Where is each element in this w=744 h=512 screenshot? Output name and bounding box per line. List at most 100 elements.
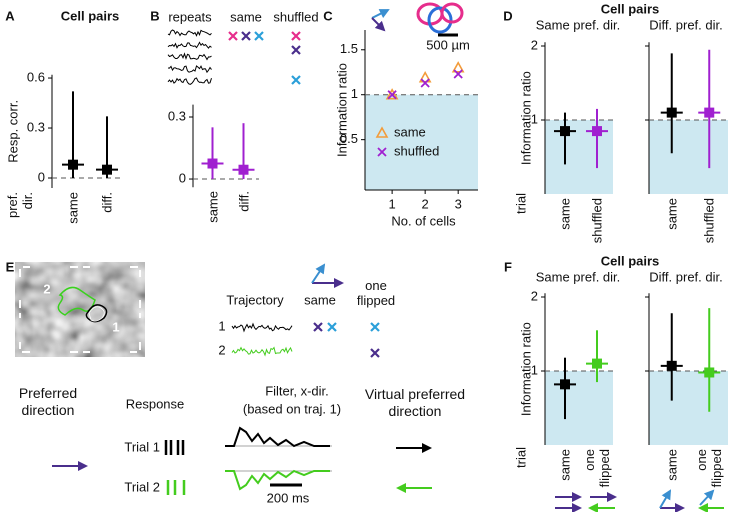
trace xyxy=(167,77,212,85)
x-tick-label: diff. xyxy=(236,191,251,213)
panel-label: D xyxy=(503,8,512,23)
x-tick-label: same xyxy=(205,191,220,224)
y-tick-label: 1 xyxy=(351,86,358,101)
group-title: Cell pairs xyxy=(601,253,660,268)
point xyxy=(451,61,465,73)
x-tick-label: one flipped xyxy=(582,449,612,488)
shade xyxy=(649,371,728,445)
x-tick-label: diff. xyxy=(99,192,115,213)
legend-marker xyxy=(377,147,387,157)
median-marker xyxy=(68,159,78,170)
condition-icons xyxy=(555,489,724,512)
legend-label: same xyxy=(230,9,262,24)
chart-title: Same pref. dir. xyxy=(536,17,621,32)
direction-arrows xyxy=(52,443,432,493)
trial-label: Trial 1 xyxy=(124,439,160,454)
trace xyxy=(167,41,212,49)
shade xyxy=(545,371,613,445)
panel-label: A xyxy=(5,8,15,23)
legend-label: repeats xyxy=(168,9,212,24)
y-tick-label: 0 xyxy=(38,169,45,184)
cross-marker xyxy=(241,31,251,41)
median-marker xyxy=(102,164,112,175)
chart-title: Cell pairs xyxy=(61,8,120,23)
median-marker xyxy=(238,164,249,175)
chart-title: Diff. pref. dir. xyxy=(649,17,722,32)
trace xyxy=(167,52,212,61)
median-marker xyxy=(207,158,218,169)
scale-label: 200 ms xyxy=(267,490,310,505)
row-label: trial xyxy=(513,447,529,468)
trace xyxy=(231,322,293,333)
column-label: Trajectory xyxy=(226,292,284,307)
column-label: one flipped xyxy=(356,278,396,308)
stimulus-image xyxy=(15,262,145,357)
panel-label: C xyxy=(323,8,333,23)
x-tick-label: same xyxy=(557,449,573,481)
point xyxy=(420,78,430,88)
y-tick-label: 2 xyxy=(531,288,538,303)
y-tick-label: 0.3 xyxy=(27,119,45,134)
heading: Virtual preferred direction xyxy=(364,386,466,419)
point xyxy=(385,88,399,100)
y-axis-label: Resp. corr. xyxy=(5,100,20,163)
y-tick-label: 0.3 xyxy=(168,108,186,123)
median-marker xyxy=(560,379,570,390)
x-axis-label: No. of cells xyxy=(391,213,456,228)
y-axis-label: Information ratio xyxy=(518,322,533,416)
shade xyxy=(649,120,728,194)
panel-label: E xyxy=(6,259,15,274)
x-tick-label: same xyxy=(65,192,81,224)
cross-marker xyxy=(327,322,337,332)
cross-marker xyxy=(291,45,301,55)
cross-marker xyxy=(370,348,380,358)
response-bars xyxy=(164,440,186,495)
scale-label: 500 µm xyxy=(426,37,470,52)
x-tick-label: same xyxy=(557,198,573,230)
median-marker xyxy=(592,358,602,369)
heading: Filter, x-dir. xyxy=(265,383,329,398)
heading-note: (based on traj. 1) xyxy=(243,401,341,416)
legend-label: same xyxy=(394,124,426,139)
legend-label: shuffled xyxy=(273,9,318,24)
x-tick-label: 1 xyxy=(389,196,396,211)
chart-title: Same pref. dir. xyxy=(536,269,621,284)
panel-label: B xyxy=(150,8,159,23)
x-tick-label: same xyxy=(664,198,680,230)
row-label: 2 xyxy=(218,342,225,357)
point xyxy=(418,70,432,83)
trace xyxy=(231,346,293,357)
legend-marker xyxy=(375,126,389,138)
cross-marker xyxy=(370,322,380,332)
direction-icon xyxy=(311,263,344,288)
image-label: 2 xyxy=(43,281,50,296)
column-label: same xyxy=(304,292,336,307)
y-tick-label: 0 xyxy=(179,170,186,185)
x-tick-label: 3 xyxy=(455,196,462,211)
x-tick-label: same xyxy=(664,449,680,481)
heading: Preferred direction xyxy=(18,385,78,418)
x-tick-label: one flipped xyxy=(694,449,725,488)
median-marker xyxy=(704,107,715,118)
row-label: 1 xyxy=(218,318,225,333)
median-marker xyxy=(592,126,602,137)
median-marker xyxy=(666,360,677,371)
y-tick-label: 1 xyxy=(531,362,538,377)
y-tick-label: 0.5 xyxy=(340,131,358,146)
cross-marker xyxy=(254,31,264,41)
median-marker xyxy=(704,367,715,378)
inset-icon xyxy=(371,2,464,37)
cross-marker xyxy=(313,322,323,332)
y-tick-label: 0.6 xyxy=(27,69,45,84)
median-marker xyxy=(666,107,677,118)
chart-title: Diff. pref. dir. xyxy=(649,269,722,284)
row-label: trial xyxy=(513,193,529,214)
row-label: pref. dir. xyxy=(5,192,35,219)
trace xyxy=(167,29,212,37)
x-tick-label: shuffled xyxy=(701,198,717,244)
y-tick-label: 1.5 xyxy=(340,41,358,56)
legend-label: shuffled xyxy=(394,143,439,158)
y-tick-label: 2 xyxy=(531,37,538,52)
group-title: Cell pairs xyxy=(601,1,660,16)
